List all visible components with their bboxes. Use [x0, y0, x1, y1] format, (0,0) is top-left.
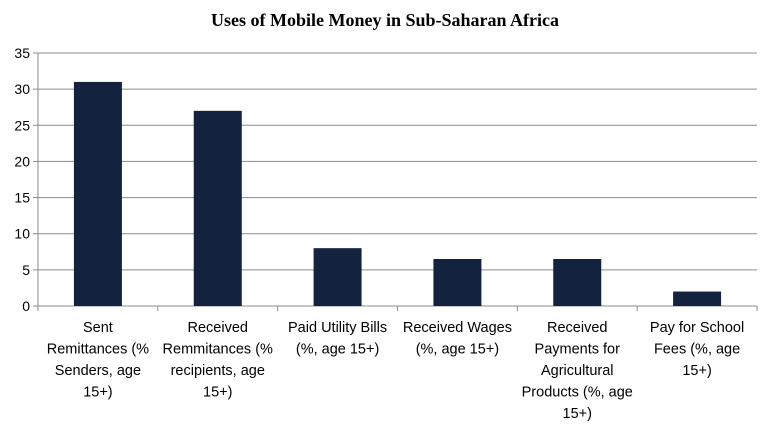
category-label: Pay for School Fees (%, age 15+) — [650, 320, 744, 379]
bar — [313, 248, 362, 306]
y-tick-label: 0 — [22, 298, 30, 314]
y-tick-label: 15 — [14, 190, 30, 206]
category-label: Received Remmitances (% recipients, age 15+… — [163, 320, 273, 401]
y-tick-label: 35 — [14, 45, 30, 61]
bar — [433, 259, 482, 306]
bar — [193, 110, 242, 306]
bar — [73, 81, 122, 307]
chart-title: Uses of Mobile Money in Sub-Saharan Afri… — [210, 10, 559, 30]
y-tick-label: 25 — [14, 117, 30, 133]
bar — [673, 291, 722, 306]
category-label: Sent Remittances (% Senders, age 15+) — [47, 320, 149, 401]
category-label: Paid Utility Bills (%, age 15+) — [288, 320, 387, 358]
y-tick-label: 30 — [14, 81, 30, 97]
bar — [553, 259, 602, 306]
y-tick-label: 20 — [14, 153, 30, 169]
category-label: Received Payments for Agricultural Products… — [522, 320, 633, 422]
y-tick-label: 10 — [14, 226, 30, 242]
y-tick-label: 5 — [22, 262, 30, 278]
category-label: Received Wages (%, age 15+) — [403, 320, 512, 358]
